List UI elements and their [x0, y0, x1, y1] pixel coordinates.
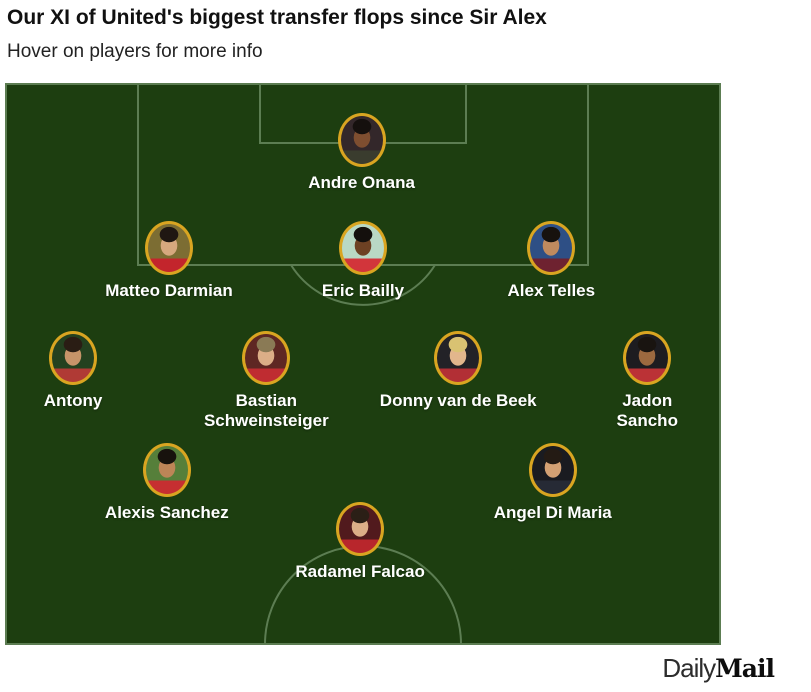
player-photo-avatar[interactable]	[434, 330, 483, 385]
player-photo-avatar[interactable]	[336, 502, 385, 557]
dailymail-logo-daily: Daily	[662, 653, 716, 683]
football-pitch: Andre Onana Matteo Darmian Eric Bailly A…	[5, 83, 721, 645]
player-name-label: Eric Bailly	[322, 281, 404, 301]
player-name-line: Schweinsteiger	[203, 410, 329, 430]
player-name-line: Andre Onana	[308, 172, 415, 192]
player-name-line: Radamel Falcao	[295, 562, 425, 582]
page-title: Our XI of United's biggest transfer flop…	[7, 6, 547, 29]
center-circle-arc-line	[264, 545, 462, 645]
player-photo-avatar[interactable]	[623, 330, 672, 385]
player-name-label: Matteo Darmian	[105, 281, 233, 301]
pitch-markings	[5, 83, 721, 645]
player-name-line: Angel Di Maria	[493, 503, 612, 523]
player-name-label: Jadon Sancho	[617, 391, 678, 431]
dailymail-logo-mail: Mail	[715, 654, 775, 683]
page-subtitle: Hover on players for more info	[7, 41, 263, 62]
player-name-line: Matteo Darmian	[105, 281, 233, 301]
player-photo-avatar[interactable]	[528, 443, 577, 498]
player-name-label: Bastian Schweinsteiger	[204, 391, 329, 431]
player-photo-avatar[interactable]	[144, 221, 193, 276]
player-name-label: Radamel Falcao	[295, 562, 424, 582]
player-photo-avatar[interactable]	[337, 112, 386, 167]
player-name-line: Donny van de Beek	[379, 390, 537, 410]
player-name-line: Sancho	[616, 410, 678, 430]
player-name-label: Antony	[44, 391, 103, 411]
pitch-boundary-line	[5, 83, 721, 645]
player-name-line: Antony	[43, 390, 103, 410]
player-name-label: Donny van de Beek	[380, 391, 537, 411]
player-photo-avatar[interactable]	[339, 221, 387, 276]
player-photo-avatar[interactable]	[242, 330, 291, 385]
player-name-line: Eric Bailly	[321, 281, 405, 301]
player-name-line: Alex Telles	[507, 281, 596, 301]
player-name-label: Andre Onana	[308, 173, 415, 193]
player-name-line: Alexis Sanchez	[104, 503, 229, 523]
player-name-line: Bastian	[235, 390, 298, 410]
player-photo-avatar[interactable]	[49, 330, 98, 385]
player-name-label: Angel Di Maria	[494, 503, 612, 523]
player-name-line: Jadon	[622, 390, 673, 410]
player-photo-avatar[interactable]	[142, 443, 191, 498]
player-name-label: Alexis Sanchez	[105, 503, 229, 523]
dailymail-logo: DailyMail	[662, 653, 775, 686]
player-photo-avatar[interactable]	[527, 221, 576, 276]
penalty-arc-line	[290, 264, 436, 306]
player-name-label: Alex Telles	[508, 281, 596, 301]
